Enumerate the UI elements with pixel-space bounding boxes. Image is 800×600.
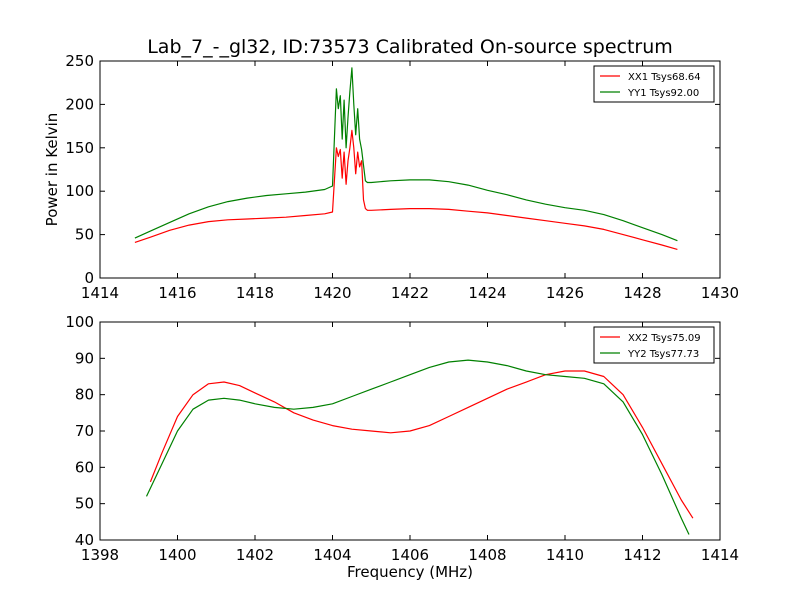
y-tick-label: 40 — [75, 531, 94, 549]
y-tick-label: 60 — [75, 458, 94, 476]
y-tick-label: 250 — [65, 52, 94, 70]
x-tick-label: 1430 — [701, 284, 739, 302]
x-tick-label: 1414 — [701, 546, 739, 564]
y-tick-label: 100 — [65, 182, 94, 200]
x-tick-label: 1398 — [81, 546, 119, 564]
y-tick-label: 50 — [75, 226, 94, 244]
y-tick-label: 0 — [84, 269, 94, 287]
x-tick-label: 1428 — [623, 284, 661, 302]
legend: XX1 Tsys68.64 YY1 Tsys92.00 — [593, 65, 715, 103]
x-tick-label: 1404 — [313, 546, 351, 564]
legend-label: XX2 Tsys75.09 — [628, 333, 701, 344]
series-line-yy1 — [134, 67, 678, 242]
x-tick-label: 1410 — [546, 546, 584, 564]
top-axes: 1414 1416 1418 1420 1422 1424 1426 1428 1430 0 50 1… — [43, 52, 739, 302]
series-line-xx1 — [134, 129, 678, 250]
x-axis-label: Frequency (MHz) — [347, 563, 473, 581]
x-tick-label: 1402 — [236, 546, 274, 564]
x-tick-label: 1400 — [158, 546, 196, 564]
y-tick-label: 50 — [75, 495, 94, 513]
legend-box — [593, 326, 715, 364]
x-tick-label: 1426 — [546, 284, 584, 302]
x-tick-label: 1414 — [81, 284, 119, 302]
x-tick-label: 1416 — [158, 284, 196, 302]
legend-label: YY2 Tsys77.73 — [627, 349, 699, 360]
x-tick-label: 1422 — [391, 284, 429, 302]
series-line-xx2 — [149, 370, 694, 519]
y-tick-label: 70 — [75, 422, 94, 440]
bottom-axes: 1398 1400 1402 1404 1406 1408 1410 1412 1414 40 50… — [65, 313, 739, 581]
legend-label: XX1 Tsys68.64 — [628, 72, 701, 83]
legend-box — [593, 65, 715, 103]
y-tick-label: 200 — [65, 95, 94, 113]
x-tick-label: 1424 — [468, 284, 506, 302]
y-tick-label: 150 — [65, 139, 94, 157]
x-tick-label: 1408 — [468, 546, 506, 564]
y-tick-label: 80 — [75, 386, 94, 404]
x-tick-label: 1406 — [391, 546, 429, 564]
y-axis-label: Power in Kelvin — [43, 113, 61, 227]
x-tick-label: 1412 — [623, 546, 661, 564]
x-tick-label: 1420 — [313, 284, 351, 302]
y-tick-label: 100 — [65, 313, 94, 331]
x-tick-label: 1418 — [236, 284, 274, 302]
chart-title: Lab_7_-_gl32, ID:73573 Calibrated On-sou… — [147, 36, 673, 58]
legend: XX2 Tsys75.09 YY2 Tsys77.73 — [593, 326, 715, 364]
series-line-yy2 — [145, 359, 690, 535]
legend-label: YY1 Tsys92.00 — [627, 88, 699, 99]
y-tick-label: 90 — [75, 349, 94, 367]
